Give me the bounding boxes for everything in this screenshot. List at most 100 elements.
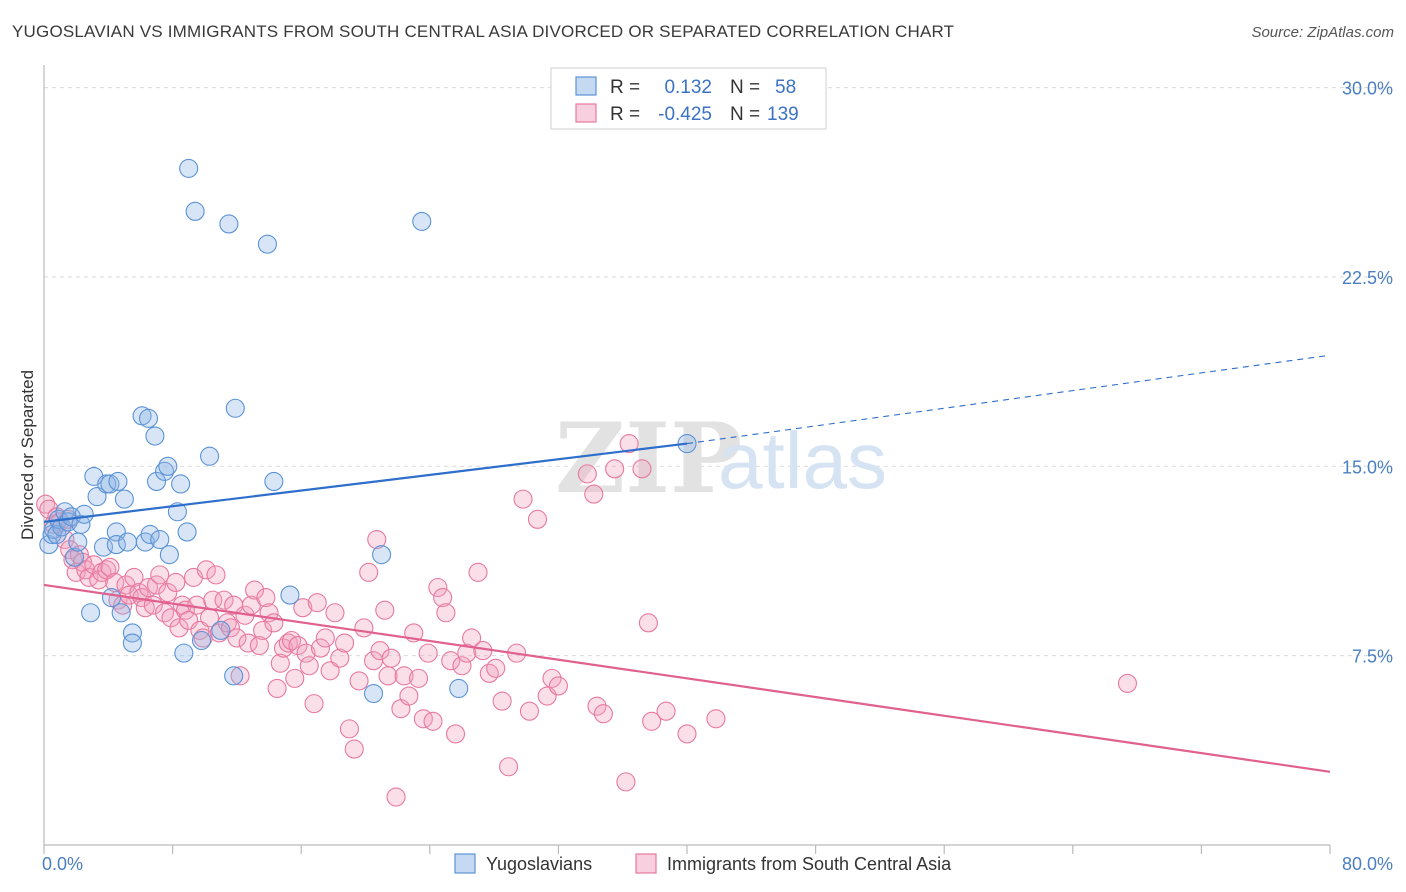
- immigrants-point-107: [452, 656, 472, 676]
- bottom-legend-label-immigrants: Immigrants from South Central Asia: [667, 854, 952, 874]
- yugoslavians-point-39: [171, 474, 191, 494]
- yugoslavians-point-5: [52, 517, 72, 537]
- immigrants-point-98: [408, 668, 429, 688]
- yugoslavians-point-37: [159, 545, 179, 565]
- immigrants-point-131: [638, 613, 658, 633]
- yugoslavians-point-54: [372, 545, 392, 565]
- yugoslavians-point-26: [122, 623, 142, 643]
- immigrants-point-56: [238, 633, 258, 653]
- legend-n-label-2: N =: [730, 104, 760, 125]
- yugoslavians-point-43: [185, 201, 205, 221]
- yugoslavians-point-31: [140, 524, 160, 545]
- yugoslavians-point-36: [158, 456, 178, 476]
- immigrants-point-77: [315, 628, 335, 648]
- immigrants-point-82: [339, 719, 359, 739]
- watermark-atlas: atlas: [718, 416, 887, 505]
- yugoslavians-point-9: [64, 547, 85, 567]
- yugoslavians-point-42: [179, 158, 199, 178]
- immigrants-point-133: [656, 701, 676, 721]
- immigrants-point-70: [288, 636, 308, 656]
- yugoslavians-point-21: [106, 535, 126, 555]
- immigrants-point-118: [519, 701, 540, 721]
- immigrants-point-64: [267, 678, 287, 699]
- immigrants-point-93: [386, 787, 406, 807]
- yugoslavians-point-51: [264, 471, 284, 492]
- immigrants-point-1: [39, 499, 59, 519]
- watermark: ZIP atlas: [555, 402, 887, 515]
- yugoslavians-point-18: [100, 474, 120, 494]
- immigrants-point-92: [381, 648, 401, 668]
- x-tick-label-max: 80.0%: [1342, 854, 1393, 874]
- legend-r-label-2: R =: [610, 104, 640, 125]
- immigrants-point-33: [158, 582, 178, 603]
- immigrants-point-108: [457, 643, 477, 663]
- trend-lines: [43, 354, 1331, 773]
- immigrants-point-101: [423, 711, 443, 731]
- immigrants-point-54: [230, 666, 250, 686]
- immigrants-point-78: [320, 661, 340, 681]
- immigrants-point-121: [542, 668, 562, 688]
- immigrants-point-132: [642, 711, 662, 731]
- x-tick-label-min: 0.0%: [42, 854, 83, 874]
- immigrants-point-73: [299, 656, 319, 676]
- bottom-legend-swatch-pink: [635, 853, 657, 874]
- legend-swatch-pink: [575, 103, 597, 123]
- yugoslavians-point-22: [108, 471, 128, 492]
- immigrants-point-32: [155, 603, 175, 623]
- yugoslavians-point-13: [81, 603, 101, 623]
- yugoslavians-point-52: [280, 585, 300, 605]
- immigrants-point-0: [36, 494, 56, 514]
- immigrants-point-117: [513, 489, 533, 509]
- immigrants-point-127: [605, 459, 625, 479]
- immigrants-point-119: [527, 509, 548, 529]
- yugoslavians-point-40: [174, 643, 194, 663]
- yugoslavians-point-25: [118, 532, 138, 552]
- immigrants-point-24: [124, 567, 144, 587]
- immigrants-point-125: [587, 696, 607, 716]
- yugoslavians-point-45: [200, 446, 220, 466]
- immigrants-point-130: [632, 459, 652, 479]
- immigrants-point-44: [196, 560, 216, 580]
- bottom-legend-label-yugoslavians: Yugoslavians: [486, 854, 592, 874]
- yugoslavians-point-41: [177, 522, 197, 542]
- source-label: Source: ZipAtlas.com: [1251, 24, 1394, 41]
- immigrants-point-128: [616, 772, 636, 792]
- watermark-zip: ZIP: [555, 402, 742, 515]
- legend-r-label-1: R =: [610, 77, 640, 98]
- immigrants-point-18: [100, 557, 120, 577]
- immigrants-point-91: [378, 666, 398, 686]
- immigrants-point-47: [206, 565, 226, 585]
- immigrants-point-79: [325, 603, 345, 623]
- yugoslavians-point-10: [68, 532, 88, 552]
- immigrants-point-85: [354, 618, 374, 638]
- yugoslavians-point-48: [224, 666, 244, 686]
- yugoslavians-point-46: [211, 620, 231, 640]
- immigrants-point-90: [375, 600, 395, 620]
- immigrants-point-135: [706, 709, 726, 729]
- immigrants-point-61: [256, 588, 276, 608]
- legend-swatch-blue: [575, 76, 597, 96]
- immigrants-point-129: [619, 434, 639, 454]
- y-tick-labels: 7.5% 15.0% 22.5% 30.0%: [1342, 79, 1393, 667]
- immigrants-point-53: [227, 628, 247, 648]
- immigrants-point-114: [492, 691, 512, 711]
- immigrants-point-102: [428, 577, 448, 598]
- yugoslavians-point-35: [155, 461, 175, 481]
- immigrants-point-50: [217, 613, 237, 633]
- immigrants-point-49: [214, 590, 234, 610]
- y-tick-label-1: 15.0%: [1342, 457, 1393, 477]
- yugoslavians-point-27: [122, 633, 142, 653]
- immigrants-point-122: [548, 676, 568, 696]
- immigrants-point-96: [399, 686, 419, 706]
- yugoslavians-point-34: [150, 529, 170, 550]
- immigrants-point-126: [593, 704, 613, 724]
- immigrants-point-95: [394, 666, 414, 686]
- yugoslavians-point-44: [191, 630, 212, 651]
- axes: [43, 65, 1331, 854]
- immigrants-point-69: [285, 668, 305, 688]
- series-immigrants-south-central-asia: [36, 434, 1138, 807]
- yugoslavians-point-15: [87, 487, 107, 507]
- immigrants-point-112: [479, 663, 499, 683]
- immigrants-point-35: [166, 572, 186, 592]
- bottom-legend-swatch-blue: [454, 853, 476, 874]
